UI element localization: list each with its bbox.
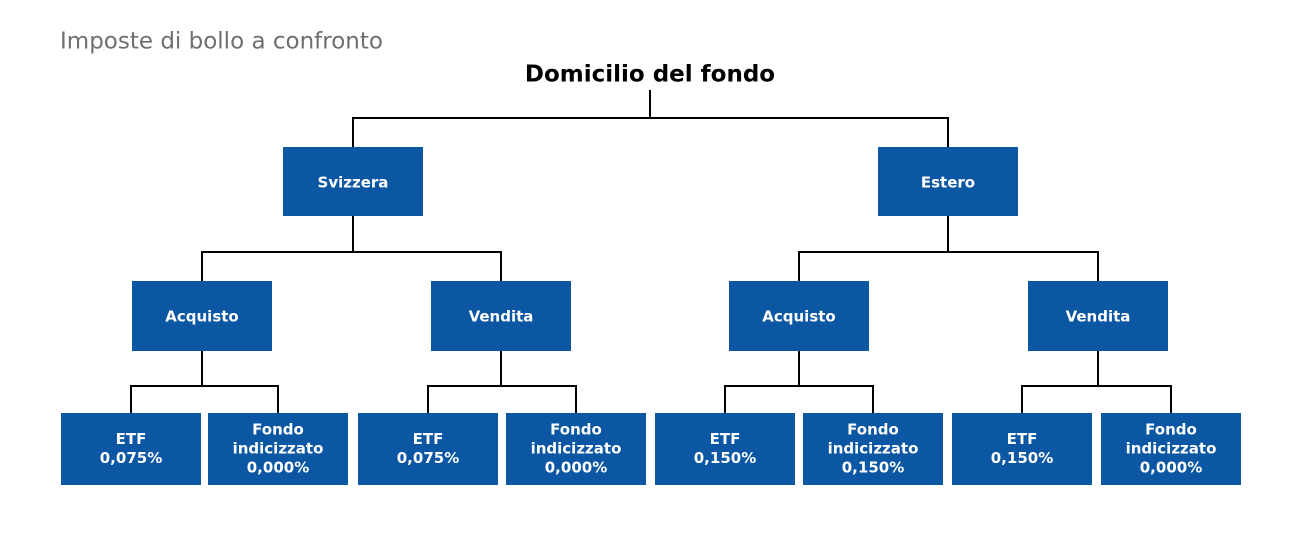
leaf-box [952, 413, 1092, 485]
node-label: Svizzera [318, 174, 389, 192]
root-label: Domicilio del fondo [525, 62, 775, 88]
leaf-text: ETF [116, 430, 147, 448]
leaf-text: 0,150% [694, 449, 756, 467]
node-box [729, 281, 869, 351]
leaf-text: ETF [413, 430, 444, 448]
leaf-text: 0,000% [545, 459, 607, 477]
node-label: Acquisto [165, 308, 238, 326]
leaf-text: 0,000% [1140, 459, 1202, 477]
leaf-text: Fondo [550, 421, 602, 439]
node-label: Vendita [469, 308, 534, 326]
leaf-box [506, 413, 646, 485]
node-box [878, 147, 1018, 216]
leaf-text: ETF [1007, 430, 1038, 448]
leaf-text: indicizzato [1126, 440, 1217, 458]
node-box [132, 281, 272, 351]
node-box [431, 281, 571, 351]
connector [798, 251, 1099, 281]
leaf-box [1101, 413, 1241, 485]
node-box [283, 147, 423, 216]
leaf-box [803, 413, 943, 485]
leaf-text: indicizzato [531, 440, 622, 458]
leaf-text: indicizzato [828, 440, 919, 458]
leaf-text: ETF [710, 430, 741, 448]
node-box [1028, 281, 1168, 351]
connector [201, 251, 502, 281]
connector [1021, 385, 1172, 413]
leaf-text: 0,000% [247, 459, 309, 477]
node-label: Vendita [1066, 308, 1131, 326]
leaf-text: 0,150% [842, 459, 904, 477]
leaf-text: Fondo [252, 421, 304, 439]
leaf-text: Fondo [847, 421, 899, 439]
leaf-text: 0,075% [100, 449, 162, 467]
node-label: Acquisto [762, 308, 835, 326]
leaf-box [358, 413, 498, 485]
leaf-text: 0,075% [397, 449, 459, 467]
node-label: Estero [921, 174, 975, 192]
connector [130, 385, 279, 413]
leaf-box [208, 413, 348, 485]
leaf-text: 0,150% [991, 449, 1053, 467]
leaf-box [61, 413, 201, 485]
connector [427, 385, 577, 413]
leaf-box [655, 413, 795, 485]
leaf-text: Fondo [1145, 421, 1197, 439]
page-title: Imposte di bollo a confronto [60, 29, 383, 55]
leaf-text: indicizzato [233, 440, 324, 458]
connector [724, 385, 874, 413]
connector [352, 117, 949, 147]
